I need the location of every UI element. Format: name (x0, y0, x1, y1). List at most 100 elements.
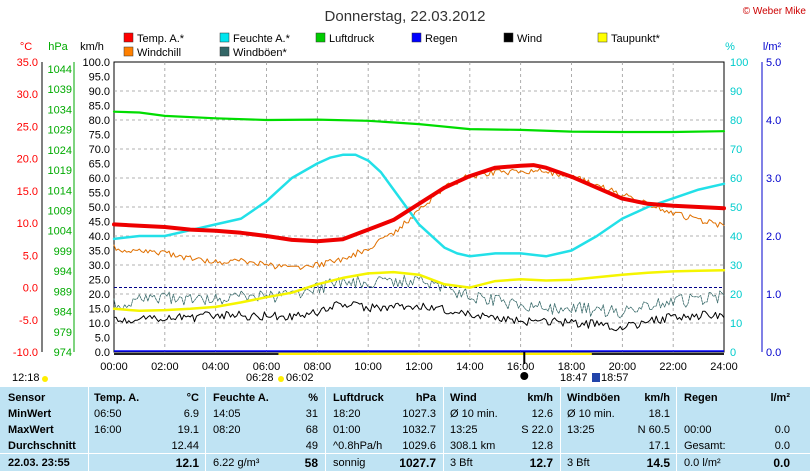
moon-icon (592, 373, 600, 382)
press-tick-label: 1029 (48, 125, 72, 137)
press-tick-label: 974 (54, 347, 72, 359)
table-cell: 12.7 (529, 456, 553, 470)
summary-table: Sensor Temp. A. °C Feuchte A.% Luftdruck hPa W… (0, 387, 810, 471)
table-cell: 19.1 (177, 424, 199, 436)
rain-tick-label: 5.0 (766, 57, 781, 69)
table-cell: Wind (450, 392, 477, 404)
series-line (113, 168, 725, 270)
press-tick-label: 979 (54, 327, 72, 339)
wind-tick-label: 80.0 (89, 115, 110, 127)
wind-tick-label: 95.0 (89, 72, 110, 84)
temp-tick-label: 15.0 (17, 186, 38, 198)
sunrise-set-time: 06:02 (286, 372, 314, 384)
table-cell: 3 Bft (450, 457, 473, 469)
table-cell: 1027.7 (399, 456, 436, 470)
x-tick-label: 08:00 (304, 361, 332, 373)
table-cell: S 22.0 (521, 424, 553, 436)
table-cell: hPa (415, 392, 436, 404)
table-cell: km/h (527, 392, 553, 404)
table-row-label: Sensor (8, 392, 46, 404)
press-tick-label: 994 (54, 266, 72, 278)
wind-tick-label: 65.0 (89, 159, 110, 171)
wind-tick-label: 50.0 (89, 202, 110, 214)
temp-tick-label: -10.0 (13, 347, 38, 359)
table-row-label: MinWert (8, 408, 52, 420)
x-tick-label: 18:00 (558, 361, 586, 373)
table-cell: 0.0 l/m² (684, 457, 721, 469)
x-tick-label: 00:00 (100, 361, 128, 373)
legend-label: Taupunkt* (611, 33, 661, 45)
table-cell: Regen (684, 392, 718, 404)
wind-tick-label: 40.0 (89, 231, 110, 243)
legend-label: Temp. A.* (137, 33, 185, 45)
table-cell: 49 (305, 440, 318, 452)
wind-tick-label: 5.0 (95, 333, 110, 345)
table-cell: 1027.3 (402, 408, 436, 420)
hum-tick-label: 100 (730, 57, 748, 69)
wind-tick-label: 60.0 (89, 173, 110, 185)
table-cell: 01:00 (333, 424, 361, 436)
rain-tick-label: 4.0 (766, 115, 781, 127)
x-tick-label: 16:00 (507, 361, 535, 373)
table-cell: Luftdruck (333, 392, 384, 404)
sunset-time-b: 18:57 (601, 372, 629, 384)
table-cell: 18.1 (648, 408, 670, 420)
sunset-time-a: 18:47 (560, 372, 588, 384)
series-line (112, 268, 726, 313)
sunrise-icon (278, 376, 284, 382)
table-cell: °C (186, 392, 199, 404)
press-tick-label: 1024 (48, 145, 72, 157)
temp-tick-label: 0.0 (23, 283, 38, 295)
x-tick-label: 06:00 (253, 361, 281, 373)
table-cell: 18:20 (333, 408, 361, 420)
legend-swatch (315, 32, 326, 43)
table-cell: 0.0 (774, 440, 790, 452)
chart-title: Donnerstag, 22.03.2012 (325, 8, 486, 25)
table-cell: l/m² (770, 392, 790, 404)
x-tick-label: 10:00 (354, 361, 382, 373)
wind-unit: km/h (80, 41, 104, 53)
table-cell: Gesamt: (684, 440, 726, 452)
hum-tick-label: 90 (730, 86, 742, 98)
press-tick-label: 1039 (48, 84, 72, 96)
legend-swatch (503, 32, 514, 43)
table-cell: sonnig (333, 457, 366, 469)
wind-tick-label: 85.0 (89, 101, 110, 113)
hum-tick-label: 60 (730, 173, 742, 185)
table-cell: 308.1 km (450, 440, 496, 452)
table-cell: Windböen (567, 392, 621, 404)
press-tick-label: 1014 (48, 185, 72, 197)
legend-swatch (219, 32, 230, 43)
wind-tick-label: 100.0 (82, 57, 110, 69)
table-cell: 13:25 (450, 424, 478, 436)
table-cell: 12.1 (175, 456, 199, 470)
press-tick-label: 1009 (48, 206, 72, 218)
wind-tick-label: 55.0 (89, 188, 110, 200)
table-cell: 1029.6 (402, 440, 436, 452)
table-cell: 13:25 (567, 424, 595, 436)
table-cell: 14.5 (646, 456, 670, 470)
table-cell: 17.1 (648, 440, 670, 452)
series-line (113, 301, 725, 332)
table-cell: 06:50 (94, 408, 122, 420)
series-group (112, 110, 726, 380)
x-tick-label: 24:00 (710, 361, 738, 373)
table-cell: 12.8 (531, 440, 553, 452)
table-cell: 1032.7 (402, 424, 436, 436)
series-line (112, 163, 726, 244)
hum-tick-label: 70 (730, 144, 742, 156)
wind-tick-label: 0.0 (95, 347, 110, 359)
hum-tick-label: 50 (730, 202, 742, 214)
x-tick-label: 22:00 (659, 361, 687, 373)
x-tick-label: 12:00 (405, 361, 433, 373)
table-cell: 14:05 (213, 408, 241, 420)
rain-tick-label: 3.0 (766, 173, 781, 185)
legend-swatch (219, 46, 230, 57)
press-tick-label: 999 (54, 246, 72, 258)
table-cell: 6.9 (183, 408, 199, 420)
sunrise-time: 06:28 (246, 372, 274, 384)
table-cell: 6.22 g/m³ (213, 457, 260, 469)
legend: Temp. A.* Feuchte A.* Luftdruck Regen Wind Ta… (123, 32, 661, 59)
table-cell: ^0.8hPa/h (333, 440, 383, 452)
legend-label: Windchill (137, 47, 181, 59)
